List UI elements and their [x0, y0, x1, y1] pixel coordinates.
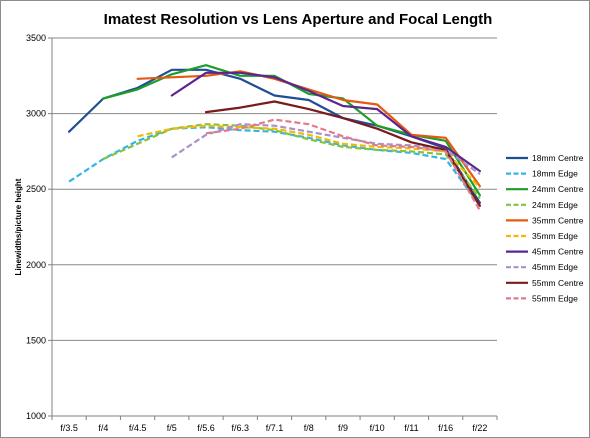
- series-lines: [67, 64, 481, 211]
- series-line-45mm-centre: [170, 71, 481, 173]
- y-tick-label: 3000: [26, 109, 46, 119]
- legend-label: 18mm Centre: [532, 153, 584, 163]
- y-tick-label: 2000: [26, 260, 46, 270]
- x-tick-label: f/8: [304, 423, 314, 433]
- y-tick-label: 1500: [26, 335, 46, 345]
- x-tick-label: f/22: [472, 423, 487, 433]
- y-tick-label: 1000: [26, 411, 46, 421]
- legend-label: 55mm Centre: [532, 278, 584, 288]
- x-tick-label: f/5.6: [197, 423, 215, 433]
- x-tick-label: f/9: [338, 423, 348, 433]
- y-tick-label: 2500: [26, 184, 46, 194]
- series-line-24mm-edge: [102, 123, 481, 199]
- series-line-35mm-centre: [136, 70, 481, 188]
- series-line-55mm-centre: [204, 100, 481, 207]
- legend-label: 35mm Edge: [532, 231, 578, 241]
- legend: 18mm Centre 18mm Edge 24mm Centre 24mm Edge…: [506, 153, 584, 303]
- x-tick-label: f/11: [404, 423, 418, 433]
- legend-label: 35mm Centre: [532, 215, 584, 225]
- legend-label: 45mm Edge: [532, 262, 578, 272]
- x-tick-label: f/4: [98, 423, 108, 433]
- series-line-55mm-edge: [205, 118, 481, 211]
- legend-label: 24mm Edge: [532, 200, 578, 210]
- x-tick-label: f/7.1: [266, 423, 284, 433]
- legend-label: 55mm Edge: [532, 293, 578, 303]
- x-tick-label: f/4.5: [129, 423, 147, 433]
- x-tick-label: f/16: [438, 423, 453, 433]
- legend-label: 24mm Centre: [532, 184, 584, 194]
- series-line-45mm-edge: [171, 123, 481, 175]
- y-axis-title: Linewidths/picture height: [14, 178, 23, 275]
- gridlines: [52, 37, 497, 341]
- series-line-18mm-edge: [68, 126, 481, 207]
- x-tick-label: f/6.3: [232, 423, 250, 433]
- x-tick-label: f/10: [370, 423, 385, 433]
- x-tick-label: f/5: [167, 423, 177, 433]
- axes: 1000 1500 2000 2500 3000 3500 f/3.5 f/4 f/4.5 f/5…: [26, 33, 498, 433]
- legend-label: 45mm Centre: [532, 247, 584, 257]
- x-tick-label: f/3.5: [60, 423, 78, 433]
- chart-title: Imatest Resolution vs Lens Aperture and …: [104, 11, 493, 28]
- y-tick-label: 3500: [26, 33, 46, 43]
- series-line-35mm-edge: [137, 124, 481, 189]
- legend-label: 18mm Edge: [532, 169, 578, 179]
